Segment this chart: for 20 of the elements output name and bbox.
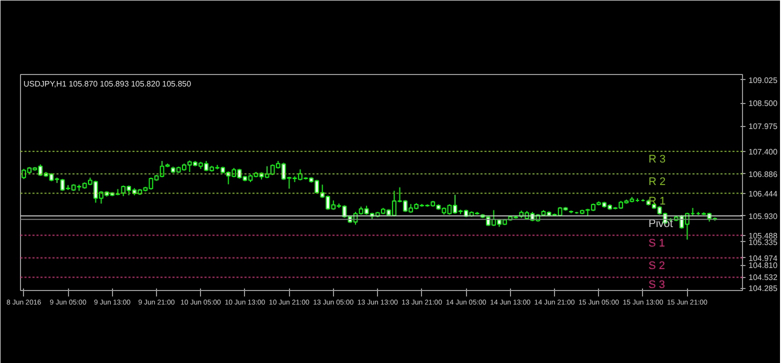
y-tick-label: 104.532 [748,273,778,282]
y-tick-label: 106.886 [748,170,778,179]
y-tick-label: 108.500 [748,99,778,108]
ref-line-label: S 3 [648,279,666,292]
y-tick-label: 105.488 [748,231,778,240]
ref-line-label: R 3 [648,153,666,166]
y-tick-label: 107.975 [748,122,778,132]
y-tick-label: 105.335 [748,238,778,247]
ref-line-label: S 1 [648,237,666,250]
ref-line-label: S 2 [648,260,666,272]
y-tick-label: 109.025 [748,76,778,85]
ref-line-label: Pivot [648,218,673,230]
y-tick-label: 107.400 [748,147,778,156]
text: USDJPY,H1 105.870 105.893 105.820 105.850 [24,80,192,88]
y-tick-label: 106.444 [748,189,778,198]
ref-line-label: R 2 [648,176,666,188]
y-tick-label: 104.810 [748,261,778,270]
y-tick-label: 104.974 [748,254,778,263]
y-tick-label: 105.930 [748,212,778,221]
y-tick-label: 104.285 [748,284,778,294]
